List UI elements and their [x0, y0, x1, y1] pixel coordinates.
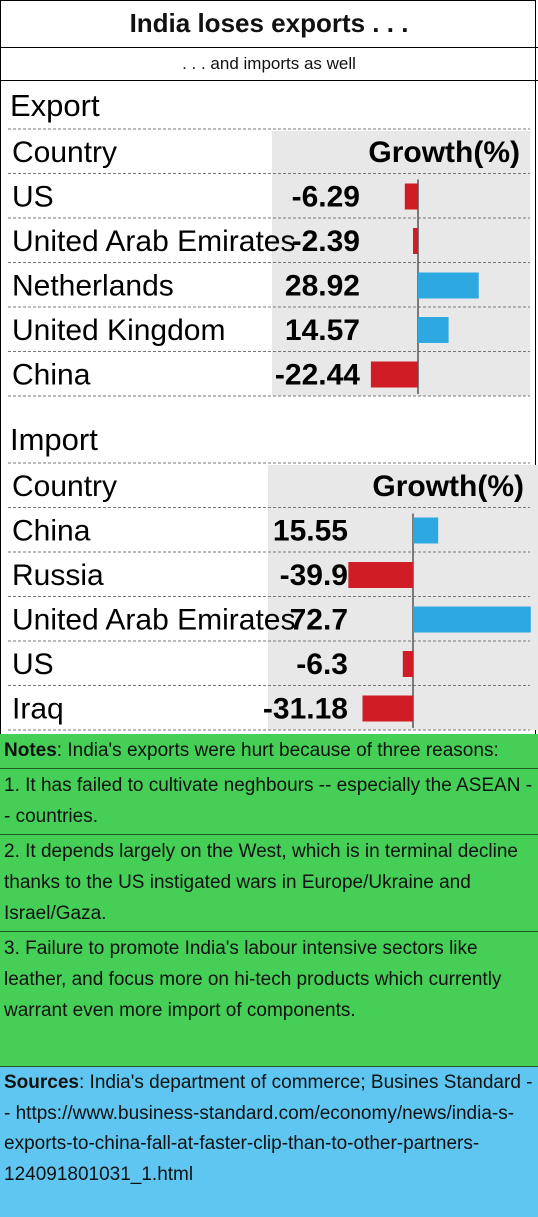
notes-intro: Notes: India's exports were hurt because…	[0, 734, 538, 769]
value-label: 28.92	[285, 270, 360, 303]
value-label: -31.18	[263, 693, 348, 726]
sources-panel: Sources: India's department of commerce;…	[0, 1066, 538, 1217]
export-chart: Export Country Growth(%) US -6.29 United Arab…	[8, 88, 530, 397]
value-label: 72.7	[290, 604, 348, 637]
sources-label: Sources	[4, 1072, 79, 1093]
sources-text: : India's department of commerce; Busine…	[4, 1072, 533, 1185]
value-label: -39.9	[280, 559, 348, 592]
category-label: United Kingdom	[12, 314, 225, 347]
bar-positive	[413, 606, 531, 633]
category-label: US	[12, 181, 54, 214]
note-item-2: 2. It depends largely on the West, which…	[0, 835, 538, 932]
value-panel-bg	[268, 465, 538, 730]
bar-positive	[413, 517, 439, 544]
category-label: Iraq	[12, 693, 64, 726]
growth-bar-charts: Export Country Growth(%) US -6.29 United Arab…	[8, 88, 538, 731]
value-label: -2.39	[292, 225, 360, 258]
column-header-country: Country	[12, 136, 117, 169]
value-panel-bg	[272, 131, 530, 396]
value-label: 15.55	[273, 515, 348, 548]
note-item-3: 3. Failure to promote India's labour int…	[4, 938, 502, 1021]
note-item-1: 1. It has failed to cultivate neghbours …	[0, 769, 538, 835]
notes-intro-text: : India's exports were hurt because of t…	[56, 740, 499, 761]
category-label: US	[12, 648, 54, 681]
bar-negative	[402, 651, 413, 677]
import-chart: Import Country Growth(%) China 15.55 Russia -3…	[8, 422, 538, 731]
bar-negative	[362, 695, 413, 722]
category-label: United Arab Emirates	[12, 225, 295, 258]
value-label: -6.29	[292, 181, 360, 214]
notes-panel: Notes: India's exports were hurt because…	[0, 734, 538, 1066]
column-header-country: Country	[12, 470, 117, 503]
chart-title: India loses exports . . .	[0, 0, 538, 48]
bar-negative	[348, 562, 413, 588]
bar-positive	[418, 317, 449, 343]
bar-negative	[404, 183, 418, 210]
section-label: Import	[10, 422, 98, 457]
bar-negative	[370, 361, 418, 388]
notes-label: Notes	[4, 740, 57, 761]
chart-subtitle: . . . and imports as well	[0, 48, 538, 81]
section-label: Export	[10, 88, 100, 123]
bar-positive	[418, 272, 479, 299]
category-label: China	[12, 359, 91, 392]
column-header-growth: Growth(%)	[368, 136, 520, 169]
value-label: -6.3	[296, 648, 348, 681]
column-header-growth: Growth(%)	[372, 470, 524, 503]
value-label: -22.44	[275, 359, 360, 392]
value-label: 14.57	[285, 314, 360, 347]
category-label: United Arab Emirates	[12, 604, 295, 637]
bar-negative	[412, 228, 418, 254]
category-label: Netherlands	[12, 270, 174, 303]
category-label: China	[12, 515, 91, 548]
category-label: Russia	[12, 559, 104, 592]
